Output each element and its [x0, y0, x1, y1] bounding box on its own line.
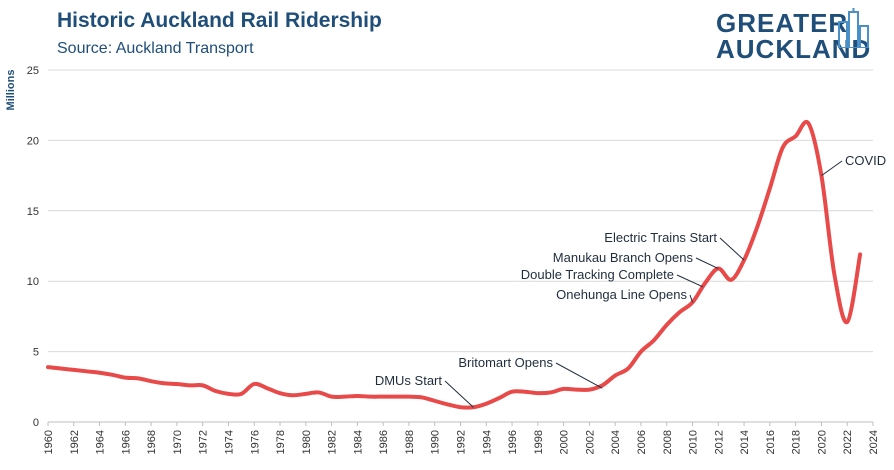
x-tick-label: 1988: [404, 430, 416, 454]
annotation-leader-line: [444, 380, 474, 408]
annotation-leader-line: [821, 160, 843, 177]
x-tick-label: 1970: [172, 430, 184, 454]
x-tick-label: 2004: [610, 430, 622, 454]
x-tick-label: 2016: [765, 430, 777, 454]
x-tick-label: 2018: [791, 430, 803, 454]
annotation-label: DMUs Start: [375, 373, 443, 388]
annotation-label: Onehunga Line Opens: [556, 287, 687, 302]
x-tick-label: 1992: [456, 430, 468, 454]
x-tick-label: 2024: [868, 430, 880, 454]
x-tick-label: 2006: [636, 430, 648, 454]
logo-line-2: AUCKLAND: [716, 34, 872, 64]
y-tick-label: 5: [33, 347, 39, 359]
chart-title: Historic Auckland Rail Ridership: [57, 9, 382, 32]
logo-line-1: GREATER: [716, 8, 849, 38]
x-tick-label: 2010: [688, 430, 700, 454]
y-tick-label: 20: [27, 135, 39, 147]
x-tick-label: 2014: [739, 430, 751, 454]
y-tick-label: 15: [27, 206, 39, 218]
ridership-series-line: [46, 119, 863, 410]
x-tick-label: 1986: [378, 430, 390, 454]
y-tick-label: 25: [27, 65, 39, 77]
x-tick-label: 2022: [842, 430, 854, 454]
x-tick-label: 2008: [662, 430, 674, 454]
x-tick-label: 1978: [275, 430, 287, 454]
annotation-label: Manukau Branch Opens: [553, 250, 694, 265]
city-skyline-icon: [838, 8, 869, 48]
x-tick-label: 1964: [95, 430, 107, 454]
x-tick-label: 1968: [146, 430, 158, 454]
y-tick-label: 0: [33, 417, 39, 429]
x-tick-label: 2002: [584, 430, 596, 454]
x-tick-label: 1966: [120, 430, 132, 454]
x-tick-label: 1984: [352, 430, 364, 454]
x-tick-label: 1982: [327, 430, 339, 454]
annotation-leader-line: [689, 294, 694, 303]
x-tick-label: 1972: [198, 430, 210, 454]
x-tick-label: 2020: [816, 430, 828, 454]
x-tick-label: 1976: [249, 430, 261, 454]
y-tick-label: 10: [27, 276, 39, 288]
annotation-label: Double Tracking Complete: [521, 267, 674, 282]
annotation-label: Electric Trains Start: [604, 230, 717, 245]
greater-auckland-logo: GREATER AUCKLAND: [716, 8, 876, 62]
y-axis-label: Millions: [5, 70, 17, 111]
x-tick-label: 1974: [223, 430, 235, 454]
x-tick-label: 1996: [507, 430, 519, 454]
x-tick-label: 1990: [430, 430, 442, 454]
annotation-leader-line: [676, 274, 704, 288]
x-tick-label: 1980: [301, 430, 313, 454]
x-tick-label: 1998: [533, 430, 545, 454]
x-tick-label: 2000: [559, 430, 571, 454]
x-tick-label: 1960: [43, 430, 55, 454]
annotation-label: COVID: [845, 153, 886, 168]
chart-subtitle: Source: Auckland Transport: [57, 40, 254, 57]
x-tick-label: 2012: [713, 430, 725, 454]
annotation-label: Britomart Opens: [458, 355, 553, 370]
annotation-leader-line: [695, 257, 719, 269]
annotation-leader-line: [719, 237, 745, 261]
annotation-leader-line: [555, 362, 603, 389]
x-tick-label: 1962: [69, 430, 81, 454]
x-tick-label: 1994: [481, 430, 493, 454]
